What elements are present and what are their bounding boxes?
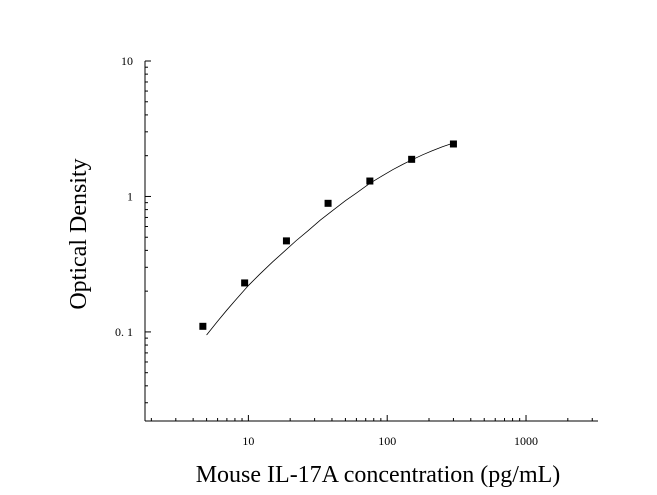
y-tick-label: 10	[121, 54, 133, 68]
x-tick-label: 10	[242, 434, 254, 448]
x-axis-title: Mouse IL-17A concentration (pg/mL)	[196, 462, 561, 488]
data-point-marker	[449, 140, 457, 148]
y-axis-ticks: 0. 1 1 10	[115, 54, 151, 404]
data-point-marker	[199, 322, 207, 330]
axes	[144, 61, 598, 422]
fitted-curve	[206, 142, 454, 336]
x-axis-ticks: 10 100 1000	[150, 415, 593, 448]
y-tick-label: 0. 1	[115, 325, 133, 339]
x-tick-label: 1000	[514, 434, 538, 448]
data-points	[199, 140, 457, 330]
data-point-marker	[408, 155, 416, 163]
x-tick-label: 100	[378, 434, 396, 448]
data-point-marker	[366, 177, 374, 185]
y-axis-title: Optical Density	[66, 158, 92, 309]
data-point-marker	[241, 279, 249, 287]
y-tick-label: 1	[127, 189, 133, 203]
data-point-marker	[282, 237, 290, 245]
data-point-marker	[324, 199, 332, 207]
